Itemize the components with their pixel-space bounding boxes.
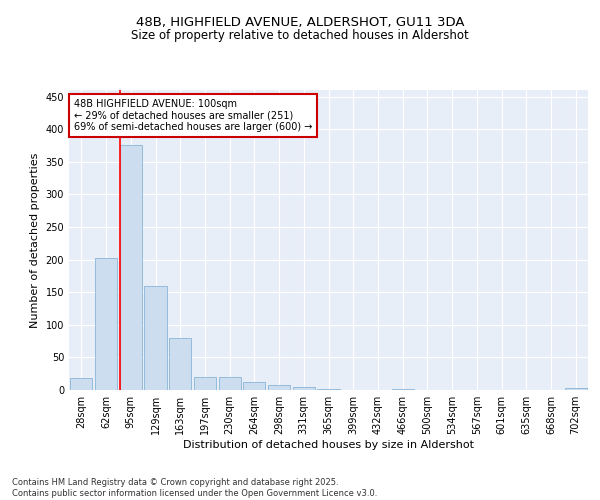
- Text: Contains HM Land Registry data © Crown copyright and database right 2025.
Contai: Contains HM Land Registry data © Crown c…: [12, 478, 377, 498]
- Bar: [194, 377, 216, 390]
- Bar: [268, 386, 290, 390]
- Text: Size of property relative to detached houses in Aldershot: Size of property relative to detached ho…: [131, 28, 469, 42]
- Bar: [565, 388, 587, 390]
- Bar: [145, 286, 167, 390]
- Bar: [95, 258, 117, 390]
- Bar: [293, 388, 315, 390]
- Y-axis label: Number of detached properties: Number of detached properties: [30, 152, 40, 328]
- Bar: [243, 382, 265, 390]
- X-axis label: Distribution of detached houses by size in Aldershot: Distribution of detached houses by size …: [183, 440, 474, 450]
- Text: 48B HIGHFIELD AVENUE: 100sqm
← 29% of detached houses are smaller (251)
69% of s: 48B HIGHFIELD AVENUE: 100sqm ← 29% of de…: [74, 99, 313, 132]
- Text: 48B, HIGHFIELD AVENUE, ALDERSHOT, GU11 3DA: 48B, HIGHFIELD AVENUE, ALDERSHOT, GU11 3…: [136, 16, 464, 29]
- Bar: [70, 378, 92, 390]
- Bar: [169, 338, 191, 390]
- Bar: [218, 377, 241, 390]
- Bar: [119, 146, 142, 390]
